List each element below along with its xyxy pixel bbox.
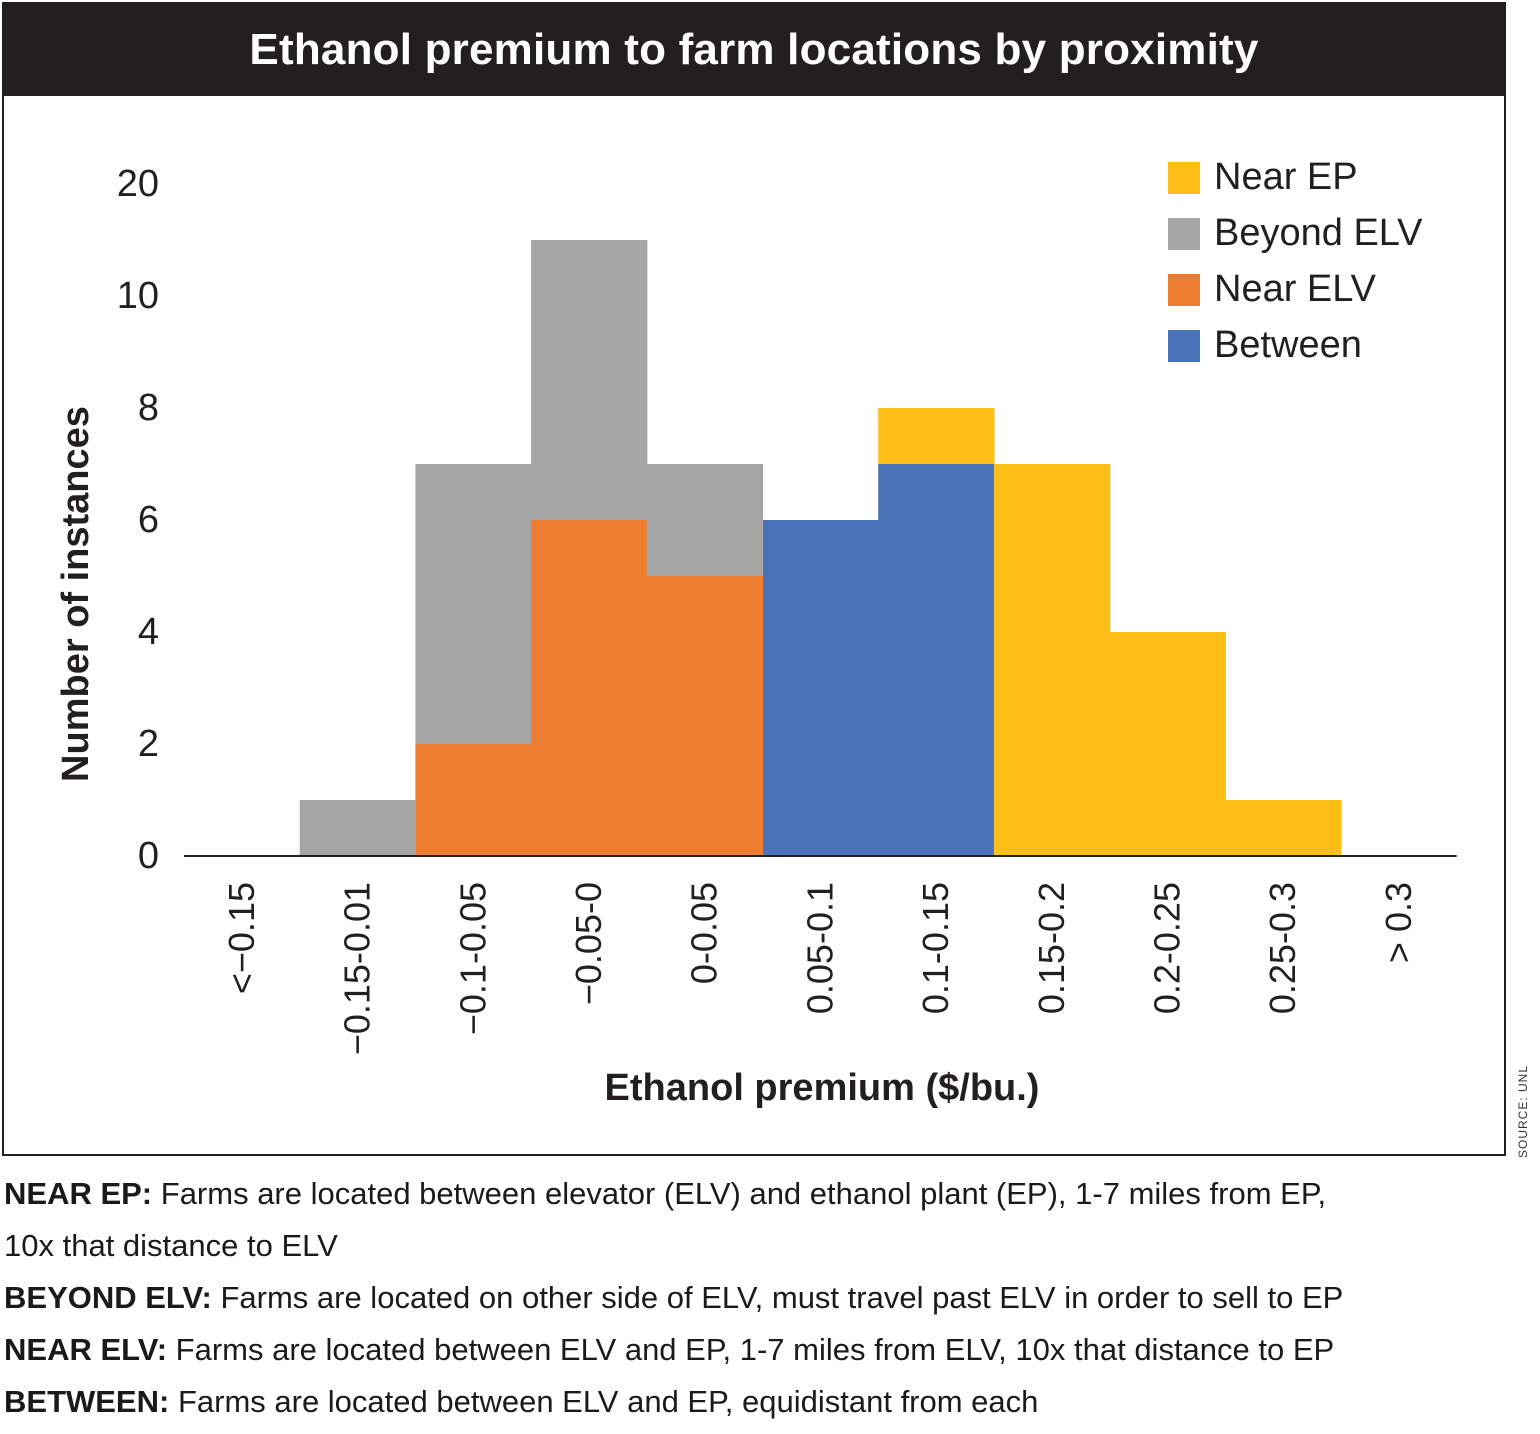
bar-near-ep-6	[878, 408, 995, 464]
y-tick-label: 8	[138, 387, 159, 429]
x-tick-label: 0.2-0.25	[1146, 882, 1187, 1014]
y-tick-label: 0	[138, 835, 159, 877]
bar-near-elv-4	[646, 576, 764, 856]
bar-between-6	[878, 464, 995, 856]
y-tick-label: 6	[138, 499, 159, 541]
x-tick-label: 0.15-0.2	[1031, 882, 1072, 1014]
x-axis-title: Ethanol premium ($/bu.)	[605, 1067, 1040, 1109]
bar-beyond-elv-3	[531, 240, 648, 520]
note-near-ep: NEAR EP: Farms are located between eleva…	[4, 1176, 1327, 1211]
legend-swatch-near-elv	[1168, 274, 1200, 306]
bar-between-5	[762, 520, 879, 856]
chart-frame: Ethanol premium to farm locations by pro…	[2, 2, 1506, 1156]
x-tick-label: 0.05-0.1	[799, 882, 840, 1014]
legend-label-near-elv: Near ELV	[1214, 268, 1377, 310]
y-axis-title: Number of instances	[55, 406, 97, 782]
source-credit: SOURCE: UNL	[1516, 1064, 1530, 1158]
x-tick-label: 0-0.05	[684, 882, 725, 984]
x-tick-label: −0.15-0.01	[337, 882, 378, 1055]
legend-label-beyond-elv: Beyond ELV	[1214, 212, 1423, 254]
note-between: BETWEEN: Farms are located between ELV a…	[4, 1384, 1039, 1419]
note-near-elv: NEAR ELV: Farms are located between ELV …	[4, 1332, 1335, 1367]
y-tick-label: 10	[117, 275, 159, 317]
x-tick-label: 0.25-0.3	[1262, 882, 1303, 1014]
legend-swatch-near-ep	[1168, 162, 1200, 194]
bar-beyond-elv-1	[299, 800, 416, 856]
chart-title: Ethanol premium to farm locations by pro…	[4, 4, 1504, 96]
note-near-ep-continued: 10x that distance to ELV	[4, 1228, 338, 1263]
x-tick-label: −0.1-0.05	[452, 882, 493, 1035]
chart-plot: 0 2 4 6 8 10 20 <−0.15 −0.15-0.01 −0.1-0.05 −0.05-…	[55, 156, 1457, 1109]
bar-near-ep-7	[993, 464, 1111, 856]
note-beyond-elv: BEYOND ELV: Farms are located on other s…	[4, 1280, 1344, 1315]
bar-beyond-elv-2	[415, 464, 532, 744]
bar-near-ep-9	[1225, 800, 1342, 856]
legend-label-between: Between	[1214, 324, 1362, 366]
bar-near-elv-2	[415, 744, 532, 856]
x-tick-label: 0.1-0.15	[915, 882, 956, 1014]
x-tick-label: −0.05-0	[568, 882, 609, 1005]
bar-near-elv-3	[531, 520, 648, 856]
bar-near-ep-8	[1109, 632, 1226, 856]
definitions-notes: NEAR EP: Farms are located between eleva…	[4, 1168, 1504, 1428]
legend-swatch-beyond-elv	[1168, 218, 1200, 250]
bar-beyond-elv-4	[646, 464, 764, 576]
legend-label-near-ep: Near EP	[1214, 156, 1358, 198]
y-tick-label: 4	[138, 611, 159, 653]
legend-swatch-between	[1168, 330, 1200, 362]
y-tick-label: 2	[138, 723, 159, 765]
x-tick-label: <−0.15	[221, 882, 262, 994]
y-tick-label: 20	[117, 163, 159, 205]
x-tick-label: > 0.3	[1378, 882, 1419, 963]
